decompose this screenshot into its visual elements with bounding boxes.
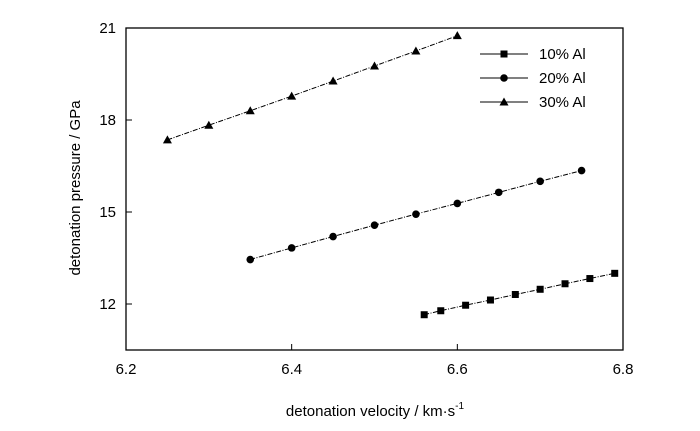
- legend-marker-2: [499, 97, 509, 106]
- ticks: 6.2 6.4 6.6 6.8 12 15 18 21: [99, 20, 633, 378]
- series-0-point-3: [486, 296, 494, 304]
- y-tick-label-2: 18: [99, 112, 116, 129]
- legend-label-2: 30% Al: [539, 94, 586, 111]
- series-0-line: [424, 272, 615, 316]
- series-0-point-4: [511, 290, 519, 298]
- series-0-point-8: [611, 269, 619, 277]
- series-2-point-0: [162, 135, 172, 144]
- y-tick-label-0: 12: [99, 296, 116, 313]
- x-tick-label-1: 6.4: [281, 361, 302, 378]
- y-axis-title: detonation pressure / GPa: [67, 100, 84, 276]
- plot-frame: [125, 27, 624, 351]
- series-2-point-1: [204, 120, 214, 129]
- series-1-point-5: [453, 199, 462, 208]
- series-0: [420, 269, 619, 319]
- series-1-point-8: [577, 166, 586, 175]
- series-2-line: [167, 35, 458, 141]
- x-axis-title: detonation velocity / km·s-1: [286, 401, 465, 420]
- series-1-point-7: [536, 177, 544, 186]
- series-0-point-6: [561, 280, 569, 288]
- series-layer: [162, 31, 619, 319]
- legend-label-0: 10% Al: [539, 46, 586, 63]
- x-axis-title-superscript: -1: [455, 401, 464, 412]
- series-0-point-0: [420, 311, 428, 319]
- series-0-point-1: [437, 307, 445, 315]
- series-0-point-7: [586, 275, 594, 283]
- series-0-point-5: [536, 285, 544, 293]
- legend-marker-0: [500, 50, 508, 58]
- series-1-point-0: [246, 255, 255, 264]
- series-2-point-5: [370, 61, 379, 70]
- x-tick-label-2: 6.6: [447, 361, 468, 378]
- series-2: [162, 31, 462, 144]
- series-1-point-1: [287, 244, 296, 252]
- x-axis-title-main: detonation velocity / km·s: [286, 403, 455, 420]
- series-2-point-6: [411, 46, 421, 55]
- series-1-point-4: [412, 210, 420, 218]
- series-0-point-2: [462, 301, 470, 309]
- y-tick-label-3: 21: [99, 20, 116, 37]
- legend-label-1: 20% Al: [539, 70, 586, 87]
- y-tick-label-1: 15: [99, 204, 116, 221]
- series-1-point-2: [329, 232, 337, 241]
- series-1-point-3: [370, 221, 379, 229]
- series-2-point-4: [328, 76, 338, 85]
- x-tick-label-0: 6.2: [116, 361, 137, 378]
- legend-marker-1: [500, 74, 508, 82]
- series-2-point-3: [287, 91, 297, 100]
- series-2-point-7: [452, 31, 462, 40]
- x-tick-label-3: 6.8: [613, 361, 634, 378]
- series-1: [246, 166, 586, 264]
- series-2-point-2: [245, 106, 255, 115]
- legend: 10% Al 20% Al 30% Al: [480, 46, 586, 111]
- series-1-point-6: [494, 188, 503, 197]
